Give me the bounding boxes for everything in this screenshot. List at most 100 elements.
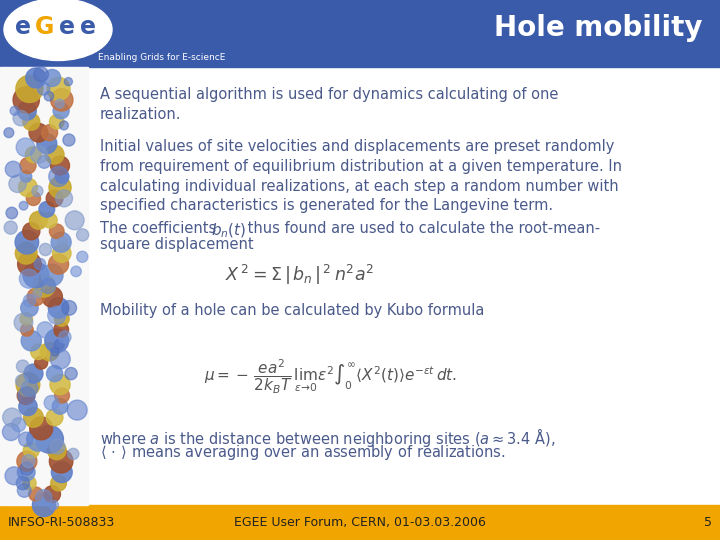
Text: Mobility of a hole can be calculated by Kubo formula: Mobility of a hole can be calculated by …	[100, 303, 485, 318]
Circle shape	[30, 146, 48, 163]
Circle shape	[48, 298, 69, 318]
Circle shape	[40, 244, 52, 255]
Circle shape	[53, 103, 69, 119]
Circle shape	[19, 178, 37, 197]
Circle shape	[66, 211, 84, 229]
Circle shape	[40, 279, 55, 293]
Circle shape	[44, 70, 60, 86]
Circle shape	[51, 232, 71, 252]
Circle shape	[23, 476, 36, 490]
Circle shape	[21, 323, 33, 336]
Circle shape	[49, 500, 58, 510]
Text: $X^{\,2} = \Sigma\,|\,b_n\,|^{\,2}\,n^2 a^2$: $X^{\,2} = \Sigma\,|\,b_n\,|^{\,2}\,n^2 …	[225, 263, 374, 287]
Circle shape	[50, 475, 66, 491]
Text: A sequential algorithm is used for dynamics calculating of one
realization.: A sequential algorithm is used for dynam…	[100, 87, 559, 122]
Circle shape	[19, 397, 37, 416]
Text: where $a$ is the distance between neighboring sites ($a \approx 3.4$ Å),: where $a$ is the distance between neighb…	[100, 426, 556, 449]
Circle shape	[54, 340, 64, 349]
Text: Hole mobility: Hole mobility	[493, 15, 702, 43]
Circle shape	[36, 490, 52, 506]
Circle shape	[32, 494, 55, 517]
Circle shape	[17, 360, 29, 373]
Circle shape	[12, 418, 26, 431]
Circle shape	[18, 387, 35, 404]
Circle shape	[27, 428, 50, 451]
Circle shape	[54, 322, 68, 338]
Circle shape	[16, 373, 40, 396]
Text: The coefficients: The coefficients	[100, 221, 221, 236]
Circle shape	[18, 252, 41, 276]
Circle shape	[53, 399, 68, 414]
Circle shape	[14, 313, 32, 332]
Bar	[0, 67, 88, 505]
Circle shape	[60, 121, 68, 130]
Circle shape	[20, 171, 32, 182]
Circle shape	[30, 211, 48, 229]
Circle shape	[23, 113, 40, 130]
Circle shape	[2, 423, 19, 441]
Circle shape	[37, 134, 57, 153]
Circle shape	[13, 87, 40, 113]
Circle shape	[5, 161, 21, 177]
Circle shape	[40, 342, 59, 361]
Circle shape	[34, 67, 48, 82]
Circle shape	[45, 329, 68, 353]
Circle shape	[16, 375, 28, 387]
Circle shape	[32, 186, 43, 197]
Circle shape	[23, 442, 40, 458]
Circle shape	[17, 451, 37, 471]
Circle shape	[19, 269, 38, 288]
Circle shape	[58, 331, 71, 343]
Circle shape	[4, 128, 14, 138]
Circle shape	[44, 395, 59, 410]
Text: square displacement: square displacement	[100, 237, 253, 252]
Text: e: e	[15, 15, 31, 38]
Circle shape	[76, 229, 89, 241]
Circle shape	[25, 146, 42, 163]
Circle shape	[55, 99, 64, 108]
Circle shape	[30, 417, 53, 440]
Circle shape	[55, 170, 68, 183]
Circle shape	[20, 313, 32, 325]
Circle shape	[23, 294, 35, 307]
Circle shape	[5, 467, 23, 485]
Circle shape	[44, 486, 60, 502]
Circle shape	[22, 380, 37, 396]
Text: Initial values of site velocities and displacements are preset randomly
from req: Initial values of site velocities and di…	[100, 139, 622, 213]
Circle shape	[4, 221, 17, 234]
Circle shape	[23, 262, 49, 288]
Circle shape	[50, 349, 71, 369]
Text: e: e	[59, 15, 75, 38]
Circle shape	[47, 366, 63, 382]
Circle shape	[77, 251, 88, 262]
Circle shape	[47, 77, 70, 100]
Circle shape	[33, 289, 42, 298]
Circle shape	[17, 387, 35, 404]
Circle shape	[71, 266, 81, 276]
Circle shape	[22, 455, 35, 468]
Circle shape	[42, 213, 57, 228]
Circle shape	[17, 102, 36, 120]
Circle shape	[48, 441, 66, 460]
Circle shape	[15, 231, 39, 254]
Circle shape	[49, 166, 68, 186]
Circle shape	[42, 287, 63, 307]
Circle shape	[16, 76, 43, 103]
Text: $\mu = -\,\dfrac{ea^2}{2k_BT}\,\lim_{\varepsilon\to 0}\varepsilon^2\!\int_0^\inf: $\mu = -\,\dfrac{ea^2}{2k_BT}\,\lim_{\va…	[204, 358, 456, 396]
Circle shape	[39, 201, 55, 217]
Circle shape	[29, 123, 48, 142]
Text: G: G	[35, 15, 55, 38]
Circle shape	[37, 156, 50, 168]
Circle shape	[17, 463, 35, 481]
Circle shape	[26, 68, 46, 88]
Circle shape	[24, 408, 43, 427]
Circle shape	[67, 400, 87, 420]
Circle shape	[45, 145, 64, 164]
Circle shape	[35, 356, 48, 369]
Circle shape	[37, 322, 53, 338]
Circle shape	[46, 190, 63, 207]
Circle shape	[50, 449, 73, 473]
Circle shape	[50, 224, 64, 239]
Circle shape	[50, 89, 73, 111]
Circle shape	[9, 175, 26, 192]
